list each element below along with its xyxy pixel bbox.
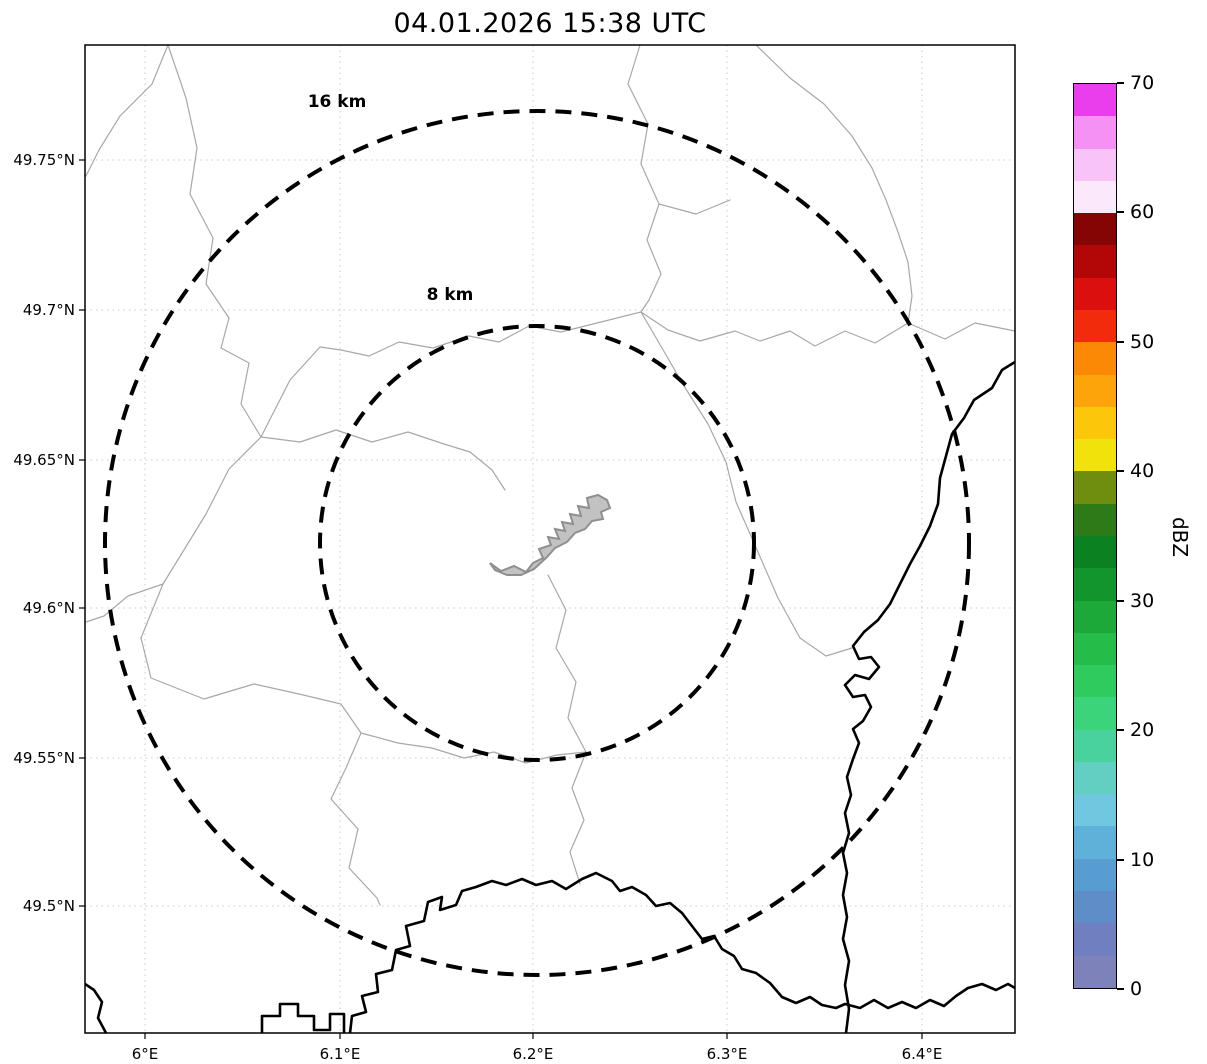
colorbar-segment [1074, 471, 1116, 504]
admin-border-line [755, 45, 913, 324]
colorbar-tick-label: 0 [1130, 978, 1143, 1000]
colorbar-tick-label: 40 [1130, 460, 1155, 483]
colorbar-segment [1074, 406, 1116, 440]
colorbar-segment [1074, 568, 1116, 601]
colorbar-segment [1074, 632, 1116, 666]
colorbar-segment [1074, 794, 1116, 827]
colorbar-segment [1074, 697, 1116, 730]
colorbar-tick-mark [1117, 340, 1124, 343]
colorbar-tick-mark [1117, 82, 1124, 84]
colorbar-tick-mark [1117, 599, 1124, 602]
colorbar-segment [1074, 665, 1116, 698]
colorbar-segment [1074, 374, 1116, 407]
colorbar-segment [1074, 148, 1116, 181]
admin-border-line [260, 429, 506, 491]
colorbar-segment [1074, 277, 1116, 310]
country-border-line [260, 1002, 346, 1033]
grid-layer [85, 45, 1015, 1033]
colorbar-tick-mark [1117, 470, 1124, 473]
axis-layer: 6°E 6.1°E 6.2°E 6.3°E 6.4°E 49.75°N 49.7°N 49.6… [13, 44, 1016, 1063]
country-border-line [85, 982, 108, 1033]
colorbar-segment [1074, 891, 1116, 924]
admin-border-line [260, 311, 642, 438]
colorbar-segment [1074, 761, 1116, 795]
plot-frame [84, 44, 1016, 1034]
figure-title: 04.01.2026 15:38 UTC [393, 8, 707, 39]
plot-layer: 16 km 8 km [85, 45, 1015, 1033]
y-tick-label: 49.55°N [13, 749, 75, 767]
colorbar-tick-label: 50 [1130, 330, 1155, 353]
colorbar-segment [1074, 342, 1116, 375]
colorbar-segment [1074, 503, 1116, 536]
colorbar-segment [1074, 729, 1116, 762]
range-ring-label: 8 km [427, 285, 474, 305]
colorbar-segment [1074, 213, 1116, 246]
admin-border-line [85, 583, 164, 623]
colorbar-segment [1074, 180, 1116, 214]
x-tick-label: 6.1°E [320, 1045, 361, 1063]
y-tick-label: 49.5°N [23, 897, 75, 915]
colorbar-tick-label: 60 [1130, 201, 1155, 224]
colorbar-segment [1074, 955, 1116, 988]
colorbar-segment [1074, 245, 1116, 278]
colorbar-tick-label: 10 [1130, 848, 1155, 871]
admin-border-line [658, 199, 731, 215]
colorbar-segment [1074, 858, 1116, 892]
admin-border-line [640, 311, 853, 657]
y-tick-label: 49.7°N [23, 301, 75, 319]
colorbar-segment [1074, 309, 1116, 343]
colorbar-segment [1074, 439, 1116, 472]
y-tick-label: 49.6°N [23, 599, 75, 617]
range-ring [318, 324, 756, 762]
colorbar-segment [1074, 116, 1116, 149]
admin-border-line [167, 45, 262, 438]
colorbar-tick-mark [1117, 729, 1124, 732]
admin-border-line [140, 436, 381, 906]
colorbar-segment [1074, 600, 1116, 633]
range-ring [103, 109, 971, 977]
admin-border-line [85, 45, 169, 177]
admin-border-line [360, 732, 587, 764]
city-area [489, 493, 612, 576]
x-tick-label: 6.4°E [902, 1045, 943, 1063]
y-tick-label: 49.75°N [13, 151, 75, 169]
colorbar-tick-mark [1117, 211, 1124, 214]
colorbar-tick-label: 30 [1130, 589, 1155, 612]
country-border-line [348, 871, 1015, 1033]
colorbar-tick-label: 20 [1130, 719, 1155, 742]
colorbar-segment [1074, 84, 1116, 117]
country-border-line [841, 360, 1015, 1033]
colorbar-axis-label: dBZ [1168, 516, 1192, 558]
admin-border-line [627, 45, 662, 313]
colorbar-tick-mark [1117, 988, 1124, 990]
colorbar-tick-label: 70 [1130, 72, 1155, 94]
range-ring-label: 16 km [308, 92, 367, 112]
admin-border-line [640, 311, 1015, 347]
x-tick-label: 6.2°E [513, 1045, 554, 1063]
colorbar-segment [1074, 826, 1116, 859]
colorbar [1073, 83, 1117, 989]
colorbar-segment [1074, 923, 1116, 956]
x-tick-label: 6°E [132, 1045, 159, 1063]
colorbar-segment [1074, 535, 1116, 569]
x-tick-label: 6.3°E [707, 1045, 748, 1063]
admin-border-line [547, 574, 587, 885]
y-tick-label: 49.65°N [13, 451, 75, 469]
colorbar-tick-mark [1117, 858, 1124, 861]
